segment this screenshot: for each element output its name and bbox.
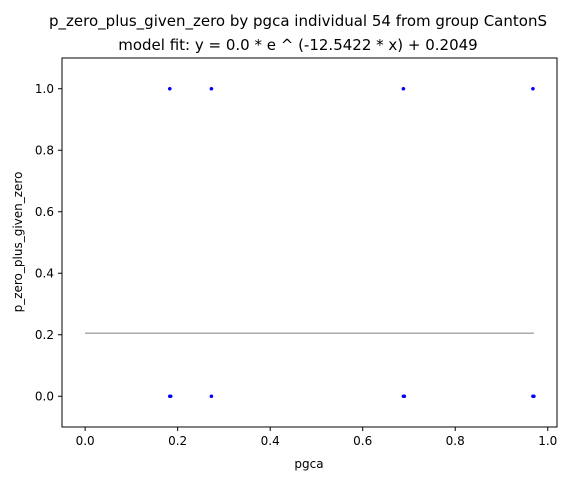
x-tick-label: 1.0 xyxy=(538,434,557,448)
plot-marks xyxy=(85,86,536,399)
data-point xyxy=(209,394,214,399)
data-point xyxy=(209,86,214,91)
x-tick-label: 0.6 xyxy=(353,434,372,448)
x-tick-label: 0.2 xyxy=(168,434,187,448)
chart-subtitle: model fit: y = 0.0 * e ^ (-12.5422 * x) … xyxy=(118,36,477,54)
y-tick-label: 0.0 xyxy=(35,389,54,403)
y-tick-label: 1.0 xyxy=(35,82,54,96)
y-tick-label: 0.6 xyxy=(35,205,54,219)
data-point xyxy=(168,394,173,399)
data-point xyxy=(531,86,535,91)
y-tick-label: 0.2 xyxy=(35,328,54,342)
chart-title: p_zero_plus_given_zero by pgca individua… xyxy=(49,12,547,31)
data-point xyxy=(532,394,536,399)
y-tick-label: 0.8 xyxy=(35,143,54,157)
data-point xyxy=(167,86,172,91)
data-point xyxy=(401,86,406,91)
x-axis-ticks: 0.0 0.2 0.4 0.6 0.8 1.0 xyxy=(76,427,557,448)
y-tick-label: 0.4 xyxy=(35,266,54,280)
data-point xyxy=(402,394,407,399)
y-axis-ticks: 0.0 0.2 0.4 0.6 0.8 1.0 xyxy=(35,82,62,403)
y-axis-label: p_zero_plus_given_zero xyxy=(11,172,25,313)
x-tick-label: 0.0 xyxy=(76,434,95,448)
x-tick-label: 0.8 xyxy=(446,434,465,448)
plot-frame xyxy=(61,57,558,428)
x-axis-label: pgca xyxy=(294,457,323,471)
x-tick-label: 0.4 xyxy=(261,434,280,448)
